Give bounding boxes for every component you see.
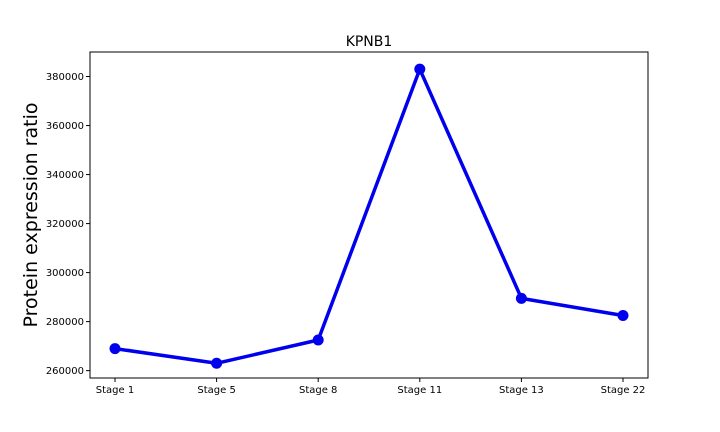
x-tick-label: Stage 5 [197, 385, 235, 396]
x-tick-label: Stage 11 [397, 385, 442, 396]
y-tick-label: 320000 [46, 219, 84, 230]
data-point [312, 334, 324, 346]
data-point [211, 357, 223, 369]
y-tick-label: 260000 [46, 366, 84, 377]
series-line [114, 67, 624, 366]
series-layer [109, 63, 629, 369]
y-tick-label: 300000 [46, 268, 84, 279]
y-tick-label: 360000 [46, 121, 84, 132]
data-point [515, 292, 527, 304]
y-tick-label: 380000 [46, 72, 84, 83]
x-tick-label: Stage 1 [96, 385, 134, 396]
y-tick-label: 280000 [46, 317, 84, 328]
x-tick-label: Stage 13 [499, 385, 544, 396]
chart-title: KPNB1 [346, 34, 393, 50]
plot-area [89, 51, 649, 379]
x-tick-label: Stage 8 [299, 385, 337, 396]
x-tick-label: Stage 22 [601, 385, 646, 396]
data-point [109, 343, 121, 355]
y-tick-label: 340000 [46, 170, 84, 181]
y-axis-label: Protein expression ratio [20, 103, 42, 328]
data-point [617, 309, 629, 321]
y-axis: 260000 280000 300000 320000 340000 360000 3800… [46, 72, 90, 377]
x-axis: Stage 1 Stage 5 Stage 8 Stage 11 Stage 13 Sta… [96, 378, 646, 396]
data-point [414, 63, 426, 75]
